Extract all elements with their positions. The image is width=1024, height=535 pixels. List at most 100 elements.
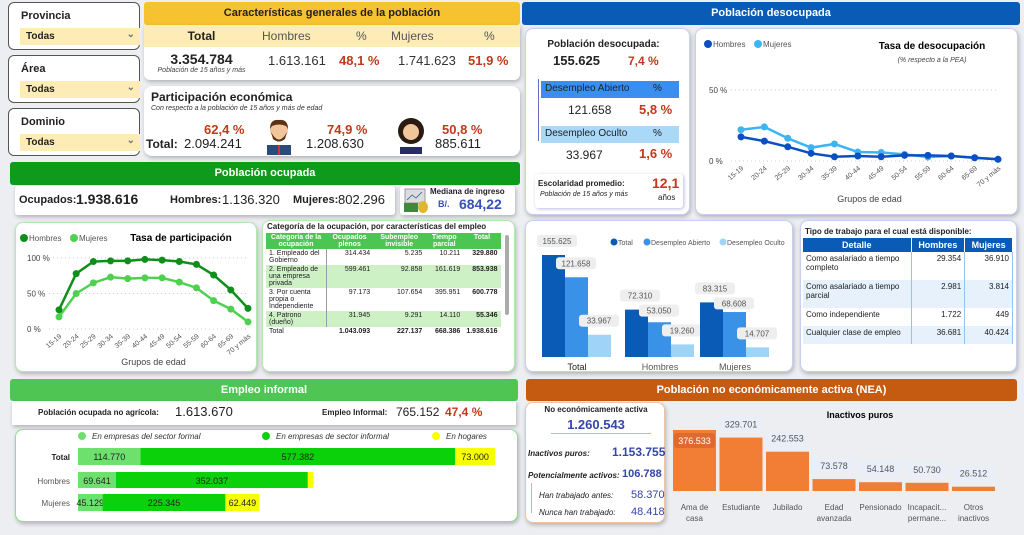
legend-label: Hombres	[29, 234, 61, 243]
filter-area: Área Todas ⌄	[8, 55, 140, 103]
table-cell: 449	[964, 308, 1013, 326]
provincia-dropdown[interactable]: Todas ⌄	[20, 28, 140, 45]
x-tick-label: Mujeres	[719, 362, 752, 371]
legend-marker	[70, 234, 78, 242]
table-row: Como independiente 1.722 449	[803, 308, 1013, 326]
x-tick-label: Ama de casa	[681, 503, 709, 523]
x-tick-label: 70 y más	[976, 165, 1003, 189]
area-dropdown[interactable]: Todas ⌄	[20, 81, 140, 98]
legend-label: En empresas de sector informal	[276, 432, 389, 441]
data-label: 155.625	[543, 237, 572, 246]
table-cell: 5.235	[404, 250, 423, 257]
bar	[565, 277, 588, 357]
column-header[interactable]: Subempleo invisible	[373, 233, 426, 249]
x-tick-label: 15-19	[727, 165, 745, 182]
abierto-pct: 5,8 %	[639, 102, 673, 117]
mujeres-value: 1.741.623	[398, 53, 456, 68]
column-header[interactable]: Tiempo parcial	[425, 233, 464, 249]
man-avatar-icon	[267, 119, 291, 155]
data-label: 53.050	[647, 307, 672, 316]
bar	[859, 482, 902, 491]
x-tick-label: Total	[567, 362, 586, 371]
dropdown-value: Todas	[26, 137, 55, 148]
table-cell: 97.173	[348, 289, 371, 296]
table-cell: 31.945	[326, 311, 374, 327]
data-label-bg	[695, 282, 735, 295]
table-cell: Como asalariado a tiempo parcial	[803, 280, 912, 308]
participacion-chart-card: 0 % 50 % 100 % 15-19 20-24 25-29 30-34 35-39 40-…	[15, 222, 257, 372]
data-label: 33.967	[587, 317, 612, 326]
bar	[671, 344, 694, 357]
data-point	[158, 256, 166, 264]
legend-label: Total	[618, 240, 633, 247]
dominio-dropdown[interactable]: Todas ⌄	[20, 134, 140, 151]
table-cell: 9.291	[373, 311, 426, 327]
x-tick-label: 65-69	[961, 165, 979, 182]
informal-summary: Población ocupada no agrícola: 1.613.670…	[12, 401, 516, 425]
x-tick-label: 50-54	[891, 165, 909, 182]
column-header[interactable]: Ocupados plenos	[326, 233, 374, 249]
bar-segment	[307, 472, 314, 488]
data-point	[737, 133, 745, 141]
escolaridad-note: Población de 15 años y más	[540, 191, 628, 198]
data-point	[210, 297, 218, 305]
bar	[723, 312, 746, 357]
abierto-label: Desempleo Abierto	[545, 83, 630, 94]
series-line-mujeres	[740, 125, 999, 161]
legend-marker	[78, 432, 86, 440]
bar-segment	[455, 448, 495, 465]
inactivos-label: Inactivos puros:	[528, 449, 590, 458]
total-value: 2.094.241	[184, 136, 242, 151]
hombres-pct: 48,1 %	[339, 53, 380, 68]
desocupacion-chart-card: 0 % 50 % 15-19 20-24 25-29 30-34 35-39 40-44 45-…	[695, 28, 1018, 215]
x-tick-label: 40-44	[131, 333, 149, 350]
data-point	[901, 151, 909, 159]
total-value: 3.354.784	[170, 51, 233, 67]
data-label-bg	[737, 327, 777, 340]
data-point	[141, 255, 149, 263]
filter-label: Provincia	[21, 10, 71, 22]
desocupada-value: 155.625	[553, 53, 600, 68]
x-tick-label: Pensionado	[859, 503, 902, 512]
data-point	[244, 304, 252, 312]
column-header[interactable]: Total	[463, 233, 501, 249]
column-header[interactable]: Categoría de la ocupación	[266, 233, 326, 249]
ocupados-label: Ocupados:	[19, 194, 77, 206]
x-tick-label: 60-64	[200, 333, 218, 350]
data-point	[175, 258, 183, 266]
x-tick-label: 50-54	[165, 333, 183, 350]
nea-label: No económicamente activa	[544, 405, 648, 414]
data-label: 121.658	[562, 259, 591, 268]
bar	[766, 451, 809, 491]
table-cell: 107.654	[396, 289, 423, 296]
table-cell: 853.938	[463, 265, 501, 288]
data-point	[994, 155, 1002, 163]
antes-label: Han trabajado antes:	[539, 491, 614, 500]
data-label: 352.037	[196, 476, 229, 486]
data-label: 577.382	[282, 452, 315, 462]
table-cell: 1. Empleado del Gobierno	[266, 249, 327, 265]
mediana-card: Mediana de ingreso B/. 684,22	[400, 186, 515, 215]
column-header[interactable]: Detalle	[803, 238, 912, 252]
scrollbar[interactable]	[505, 235, 509, 315]
data-label-bg	[662, 324, 702, 337]
column-header[interactable]: Hombres	[911, 238, 966, 252]
informal-chart-card: En empresas del sector formal En empresas…	[15, 429, 518, 522]
legend-label: En empresas del sector formal	[92, 432, 201, 441]
hombres-value: 1.136.320	[222, 192, 280, 207]
abierto-header: Desempleo Abierto%	[541, 81, 679, 98]
column-header[interactable]: Mujeres	[964, 238, 1013, 252]
bar	[905, 482, 949, 491]
table-cell: 40.424	[964, 326, 1013, 344]
table-cell: 3.814	[964, 280, 1013, 308]
chart-title: Inactivos puros	[827, 410, 894, 420]
data-point	[192, 284, 200, 292]
x-tick-label: 20-24	[62, 333, 80, 350]
informal-value: 765.152	[396, 405, 440, 419]
data-point	[158, 274, 166, 282]
x-tick-label: Estudiante	[722, 503, 760, 512]
escolaridad-box: Escolaridad promedio: Población de 15 añ…	[535, 174, 683, 208]
data-point	[807, 144, 815, 152]
potenciales-label: Potencialmente activos:	[528, 471, 620, 480]
data-point	[227, 286, 235, 294]
